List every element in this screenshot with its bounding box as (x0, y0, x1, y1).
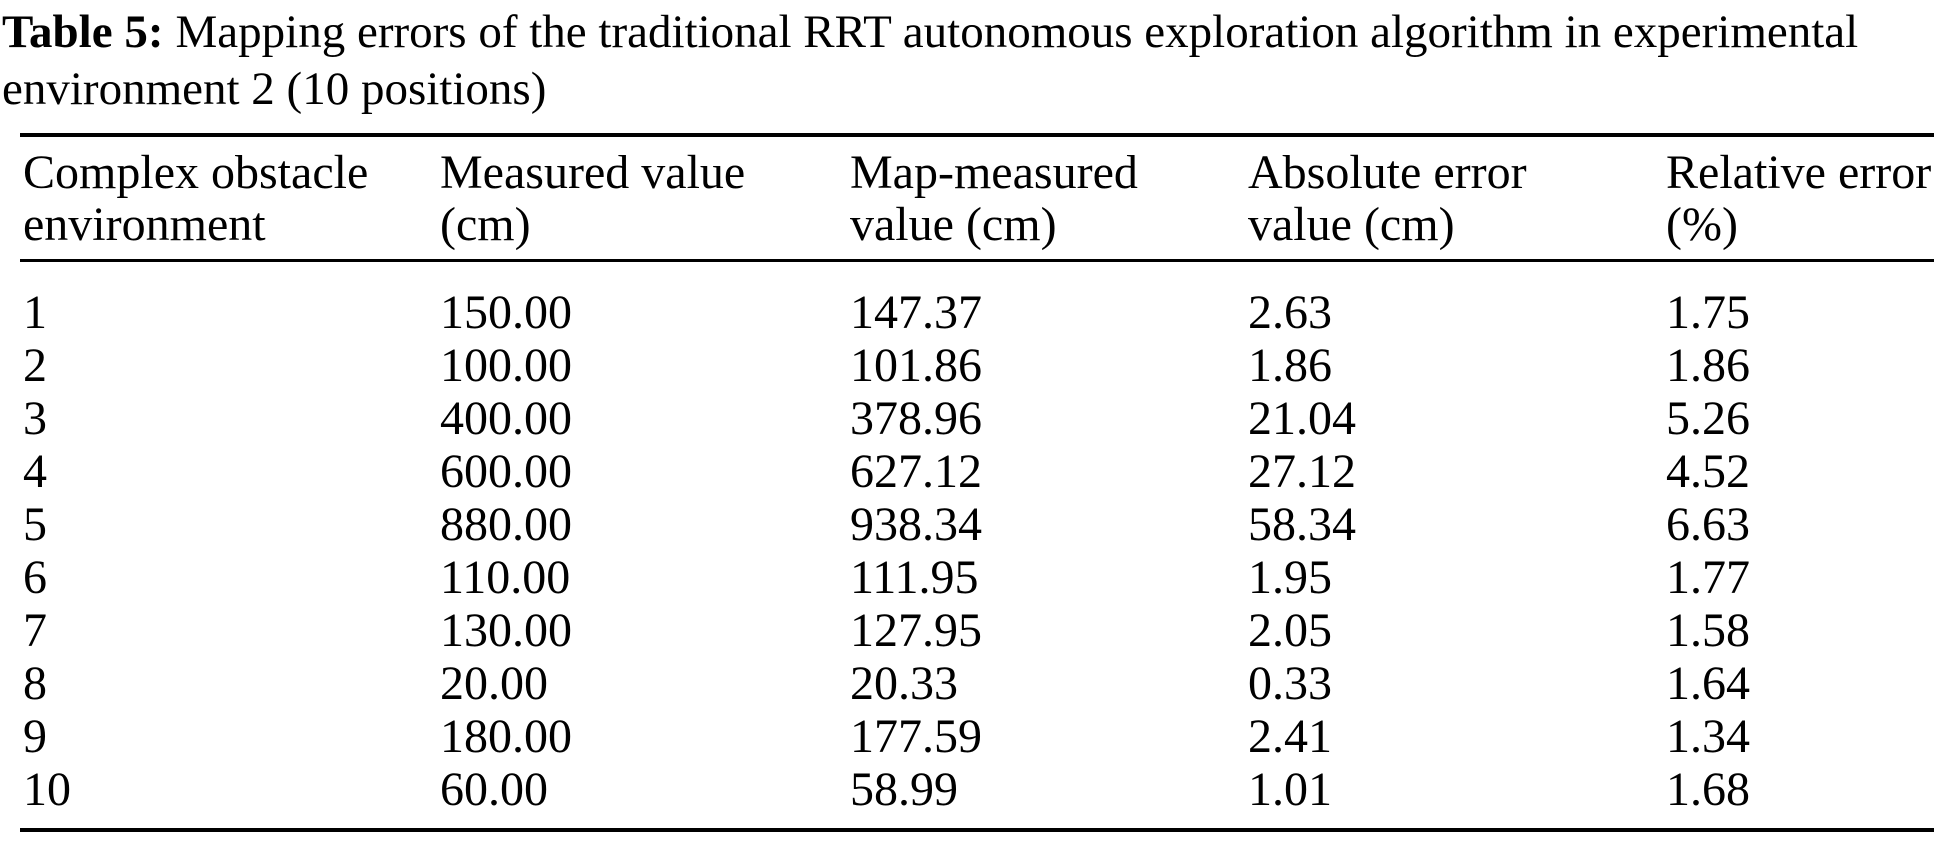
cell-absolute-error-value: 21.04 (1248, 392, 1356, 445)
cell-map-measured-value: 58.99 (850, 763, 958, 816)
cell-measured-value: 880.00 (440, 498, 572, 551)
table-row: 7 130.00 127.95 2.05 1.58 (20, 604, 1934, 657)
cell-environment: 7 (23, 604, 47, 657)
table-header: Complex obstacle environment Measured va… (20, 135, 1934, 262)
cell-relative-error: 1.75 (1666, 286, 1750, 339)
cell-environment: 8 (23, 657, 47, 710)
cell-map-measured-value: 147.37 (850, 286, 982, 339)
cell-measured-value: 20.00 (440, 657, 548, 710)
cell-absolute-error-value: 1.01 (1248, 763, 1332, 816)
cell-environment: 6 (23, 551, 47, 604)
cell-absolute-error-value: 58.34 (1248, 498, 1356, 551)
table-row: 5 880.00 938.34 58.34 6.63 (20, 498, 1934, 551)
table-row: 2 100.00 101.86 1.86 1.86 (20, 339, 1934, 392)
cell-map-measured-value: 177.59 (850, 710, 982, 763)
cell-map-measured-value: 938.34 (850, 498, 982, 551)
cell-relative-error: 1.68 (1666, 763, 1750, 816)
cell-absolute-error-value: 2.63 (1248, 286, 1332, 339)
cell-map-measured-value: 378.96 (850, 392, 982, 445)
cell-absolute-error-value: 27.12 (1248, 445, 1356, 498)
cell-environment: 4 (23, 445, 47, 498)
header-relative-error: Relative error (%) (1663, 135, 1934, 262)
cell-absolute-error-value: 0.33 (1248, 657, 1332, 710)
header-absolute-error-value: Absolute error value (cm) (1245, 135, 1663, 262)
table-row: 10 60.00 58.99 1.01 1.68 (20, 763, 1934, 830)
cell-absolute-error-value: 1.86 (1248, 339, 1332, 392)
cell-environment: 3 (23, 392, 47, 445)
table-row: 6 110.00 111.95 1.95 1.77 (20, 551, 1934, 604)
header-map-measured-value: Map-measured value (cm) (847, 135, 1245, 262)
table-header-row: Complex obstacle environment Measured va… (20, 135, 1934, 262)
table-row: 4 600.00 627.12 27.12 4.52 (20, 445, 1934, 498)
cell-measured-value: 150.00 (440, 286, 572, 339)
cell-measured-value: 60.00 (440, 763, 548, 816)
cell-relative-error: 1.77 (1666, 551, 1750, 604)
table-row: 8 20.00 20.33 0.33 1.64 (20, 657, 1934, 710)
cell-measured-value: 180.00 (440, 710, 572, 763)
cell-absolute-error-value: 2.05 (1248, 604, 1332, 657)
table-caption-label: Table 5: (2, 6, 164, 58)
table-row: 3 400.00 378.96 21.04 5.26 (20, 392, 1934, 445)
cell-map-measured-value: 111.95 (850, 551, 979, 604)
table-row: 9 180.00 177.59 2.41 1.34 (20, 710, 1934, 763)
cell-environment: 9 (23, 710, 47, 763)
cell-map-measured-value: 20.33 (850, 657, 958, 710)
cell-relative-error: 1.64 (1666, 657, 1750, 710)
table-body: 1 150.00 147.37 2.63 1.75 2 100.00 101.8… (20, 261, 1934, 831)
cell-relative-error: 1.58 (1666, 604, 1750, 657)
cell-environment: 1 (23, 286, 47, 339)
cell-measured-value: 110.00 (440, 551, 571, 604)
cell-environment: 2 (23, 339, 47, 392)
mapping-errors-table: Complex obstacle environment Measured va… (20, 133, 1934, 832)
cell-absolute-error-value: 2.41 (1248, 710, 1332, 763)
cell-environment: 5 (23, 498, 47, 551)
cell-absolute-error-value: 1.95 (1248, 551, 1332, 604)
cell-map-measured-value: 101.86 (850, 339, 982, 392)
cell-relative-error: 4.52 (1666, 445, 1750, 498)
cell-measured-value: 130.00 (440, 604, 572, 657)
table-caption: Table 5: Mapping errors of the traditiona… (2, 0, 1954, 118)
cell-measured-value: 600.00 (440, 445, 572, 498)
cell-relative-error: 5.26 (1666, 392, 1750, 445)
cell-measured-value: 100.00 (440, 339, 572, 392)
cell-map-measured-value: 127.95 (850, 604, 982, 657)
cell-relative-error: 1.34 (1666, 710, 1750, 763)
header-measured-value: Measured value (cm) (437, 135, 847, 262)
cell-measured-value: 400.00 (440, 392, 572, 445)
table-caption-text: Mapping errors of the traditional RRT au… (2, 6, 1859, 115)
cell-relative-error: 1.86 (1666, 339, 1750, 392)
header-complex-obstacle-environment: Complex obstacle environment (20, 135, 437, 262)
cell-environment: 10 (23, 763, 71, 816)
cell-relative-error: 6.63 (1666, 498, 1750, 551)
cell-map-measured-value: 627.12 (850, 445, 982, 498)
table-row: 1 150.00 147.37 2.63 1.75 (20, 261, 1934, 340)
